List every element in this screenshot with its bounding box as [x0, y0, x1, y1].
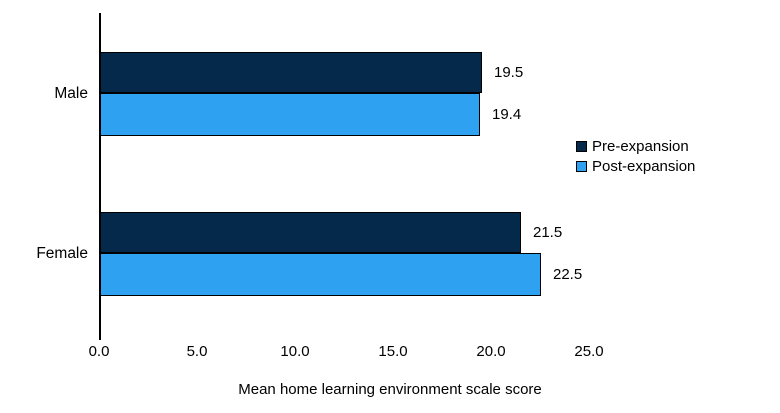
legend-swatch-pre-expansion	[576, 140, 587, 152]
x-tick-0.0: 0.0	[88, 343, 110, 360]
legend-swatch-post-expansion	[576, 160, 587, 172]
x-tick-15.0: 15.0	[378, 343, 408, 360]
category-label-female: Female	[36, 245, 88, 262]
value-label-female-pre-expansion: 21.5	[533, 223, 563, 241]
x-tick-20.0: 20.0	[476, 343, 506, 360]
bar-male-post-expansion	[100, 93, 480, 136]
bar-female-pre-expansion	[100, 212, 521, 253]
bar-male-pre-expansion	[100, 52, 482, 93]
legend-item-pre-expansion: Pre-expansion	[576, 136, 695, 156]
x-axis-title: Mean home learning environment scale sco…	[238, 381, 542, 398]
x-tick-10.0: 10.0	[280, 343, 310, 360]
y-axis-line	[99, 13, 101, 340]
legend: Pre-expansion Post-expansion	[576, 136, 695, 176]
x-tick-5.0: 5.0	[186, 343, 208, 360]
value-label-male-post-expansion: 19.4	[492, 105, 522, 123]
legend-label-post-expansion: Post-expansion	[592, 157, 696, 175]
bar-female-post-expansion	[100, 253, 541, 296]
legend-item-post-expansion: Post-expansion	[576, 156, 695, 176]
category-label-male: Male	[54, 85, 88, 102]
value-label-female-post-expansion: 22.5	[553, 265, 583, 283]
legend-label-pre-expansion: Pre-expansion	[592, 137, 689, 155]
value-label-male-pre-expansion: 19.5	[494, 63, 524, 81]
x-tick-25.0: 25.0	[574, 343, 604, 360]
